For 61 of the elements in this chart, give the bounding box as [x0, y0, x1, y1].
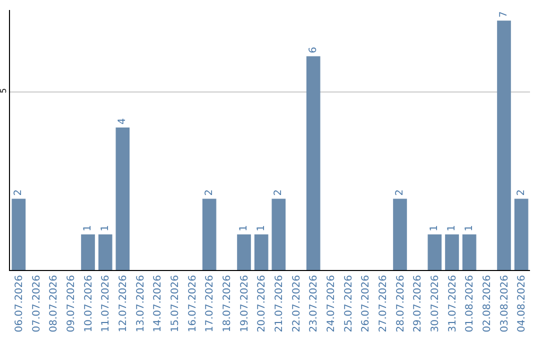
bar: [12, 198, 26, 270]
x-tick-label: 02.08.2026: [482, 275, 493, 332]
x-tick-label: 24.07.2026: [326, 275, 337, 332]
x-tick-label: 13.07.2026: [135, 275, 146, 332]
data-label: 1: [429, 225, 440, 232]
x-tick-label: 01.08.2026: [464, 275, 476, 332]
data-label: 1: [256, 225, 267, 232]
x-tick-label: 08.07.2026: [48, 275, 60, 332]
x-tick-label: 20.07.2026: [256, 275, 268, 332]
x-tick-label: 31.07.2026: [447, 275, 458, 332]
data-label: 6: [308, 46, 319, 54]
bar: [514, 198, 528, 270]
bar: [98, 234, 112, 270]
x-tick-label: 28.07.2026: [395, 275, 406, 332]
x-tick-label: 25.07.2026: [343, 275, 354, 332]
x-tick-label: 30.07.2026: [430, 275, 441, 332]
x-tick-label: 09.07.2026: [66, 275, 77, 332]
data-label: 1: [464, 225, 475, 232]
bar: [497, 20, 511, 270]
bar: [116, 128, 130, 270]
x-tick-label: 07.07.2026: [31, 275, 42, 332]
bar: [445, 234, 459, 270]
data-label: 2: [204, 189, 215, 196]
x-tick-label: 21.07.2026: [274, 275, 285, 332]
data-label: 1: [238, 225, 250, 232]
data-label: 4: [117, 118, 128, 125]
x-tick-label: 23.07.2026: [308, 275, 320, 332]
bar: [393, 198, 407, 270]
x-tick-label: 10.07.2026: [83, 275, 94, 332]
x-tick-label: 27.07.2026: [378, 275, 389, 332]
x-tick-label: 11.07.2026: [100, 275, 112, 332]
x-tick-label: 29.07.2026: [412, 275, 424, 332]
bar: [254, 234, 268, 270]
data-label: 7: [498, 11, 510, 18]
x-tick-label: 15.07.2026: [170, 275, 181, 332]
bar: [272, 198, 286, 270]
x-tick-label: 06.07.2026: [14, 275, 25, 332]
x-tick-label: 16.07.2026: [187, 275, 198, 332]
y-tick-label: 5: [0, 88, 8, 94]
x-tick-label: 19.07.2026: [239, 275, 250, 332]
x-tick-label: 12.07.2026: [118, 275, 129, 332]
x-tick-label: 03.08.2026: [499, 275, 510, 332]
x-tick-label: 04.08.2026: [516, 275, 528, 332]
x-tick-label: 26.07.2026: [360, 275, 372, 332]
data-label: 2: [516, 189, 527, 196]
data-label: 2: [273, 189, 284, 196]
bar: [428, 234, 442, 270]
data-label: 2: [394, 189, 406, 196]
data-label: 2: [13, 189, 24, 196]
data-label: 1: [82, 225, 94, 232]
data-label: 1: [100, 225, 111, 232]
data-label: 1: [446, 225, 458, 232]
x-tick-label: 17.07.2026: [204, 275, 216, 332]
x-tick-label: 14.07.2026: [152, 275, 164, 332]
bar: [237, 234, 251, 270]
bar: [202, 198, 216, 270]
bar: [462, 234, 476, 270]
x-tick-label: 22.07.2026: [291, 275, 302, 332]
bar: [81, 234, 95, 270]
bar: [306, 56, 320, 270]
x-tick-label: 18.07.2026: [222, 275, 233, 332]
